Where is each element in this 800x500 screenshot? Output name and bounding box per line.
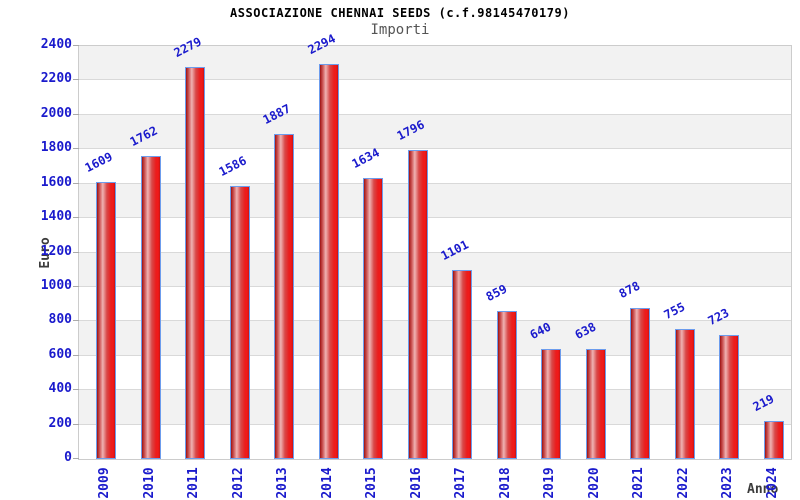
y-axis-tick: [73, 285, 79, 287]
x-tick-label: 2022: [675, 467, 691, 499]
y-axis-tick: [73, 217, 79, 219]
y-axis-tick: [73, 423, 79, 425]
x-tick-label: 2018: [497, 467, 513, 499]
y-tick-label: 1600: [40, 174, 72, 190]
gridline: [79, 182, 791, 184]
x-tick-label: 2021: [631, 467, 647, 499]
gridline: [79, 148, 791, 150]
bar-2009: [96, 182, 116, 459]
gridline: [79, 423, 791, 425]
y-tick-label: 200: [48, 415, 72, 431]
gridline: [79, 354, 791, 356]
bar-2023: [719, 334, 740, 459]
gridline: [79, 285, 791, 287]
bar-2013: [274, 134, 295, 459]
gridline: [79, 217, 791, 219]
bar-2012: [229, 186, 250, 459]
y-axis-tick: [73, 320, 79, 322]
x-tick-label: 2012: [230, 467, 246, 499]
y-tick-label: 2000: [40, 105, 72, 121]
y-tick-label: 1400: [40, 209, 72, 225]
bar-2020: [585, 349, 606, 459]
y-tick-label: 600: [48, 346, 72, 362]
y-axis-tick: [73, 45, 79, 46]
y-axis-tick: [73, 354, 79, 356]
y-axis-tick: [73, 251, 79, 253]
bar-2022: [674, 329, 695, 459]
y-tick-label: 1800: [40, 140, 72, 156]
y-axis-tick: [73, 79, 79, 81]
x-tick-label: 2014: [319, 467, 335, 499]
gridline: [79, 113, 791, 115]
plot-area: [73, 45, 792, 460]
gridline: [79, 320, 791, 322]
y-axis-tick: [73, 148, 79, 150]
x-tick-label: 2019: [542, 467, 558, 499]
x-tick-label: 2009: [97, 467, 112, 499]
x-tick-label: 2020: [586, 467, 602, 499]
gridline: [79, 389, 791, 391]
bar-2011: [185, 66, 206, 459]
y-tick-label: 400: [48, 381, 72, 397]
chart-subtitle: Importi: [370, 22, 430, 38]
x-tick-label: 2024: [764, 467, 780, 499]
bar-2021: [630, 307, 651, 459]
bar-2015: [363, 177, 384, 459]
bar-2014: [318, 64, 339, 459]
x-tick-label: 2015: [364, 467, 380, 499]
y-tick-label: 2400: [40, 37, 72, 52]
bar-2018: [496, 311, 517, 459]
bar-2024: [763, 421, 784, 459]
y-tick-label: 0: [64, 450, 72, 465]
y-tick-label: 1200: [40, 243, 72, 259]
y-tick-label: 800: [48, 312, 72, 328]
y-tick-label: 1000: [40, 277, 72, 293]
gridline: [79, 79, 791, 81]
bar-2010: [140, 155, 161, 459]
gridline: [79, 251, 791, 253]
y-axis-tick: [73, 182, 79, 184]
chart-title: ASSOCIAZIONE CHENNAI SEEDS (c.f.98145470…: [230, 6, 570, 20]
y-axis-tick: [73, 458, 79, 459]
x-tick-label: 2017: [453, 467, 469, 499]
y-axis-tick: [73, 389, 79, 391]
bar-2017: [452, 269, 473, 459]
bar-2016: [407, 149, 428, 459]
x-axis-title: Anno: [747, 482, 779, 497]
x-tick-label: 2023: [720, 467, 736, 499]
y-axis-tick: [73, 113, 79, 115]
x-tick-label: 2016: [408, 467, 424, 499]
y-tick-label: 2200: [40, 71, 72, 87]
x-tick-label: 2010: [141, 467, 157, 499]
x-tick-label: 2011: [186, 467, 202, 499]
x-tick-label: 2013: [275, 467, 291, 499]
bar-2019: [541, 348, 562, 459]
